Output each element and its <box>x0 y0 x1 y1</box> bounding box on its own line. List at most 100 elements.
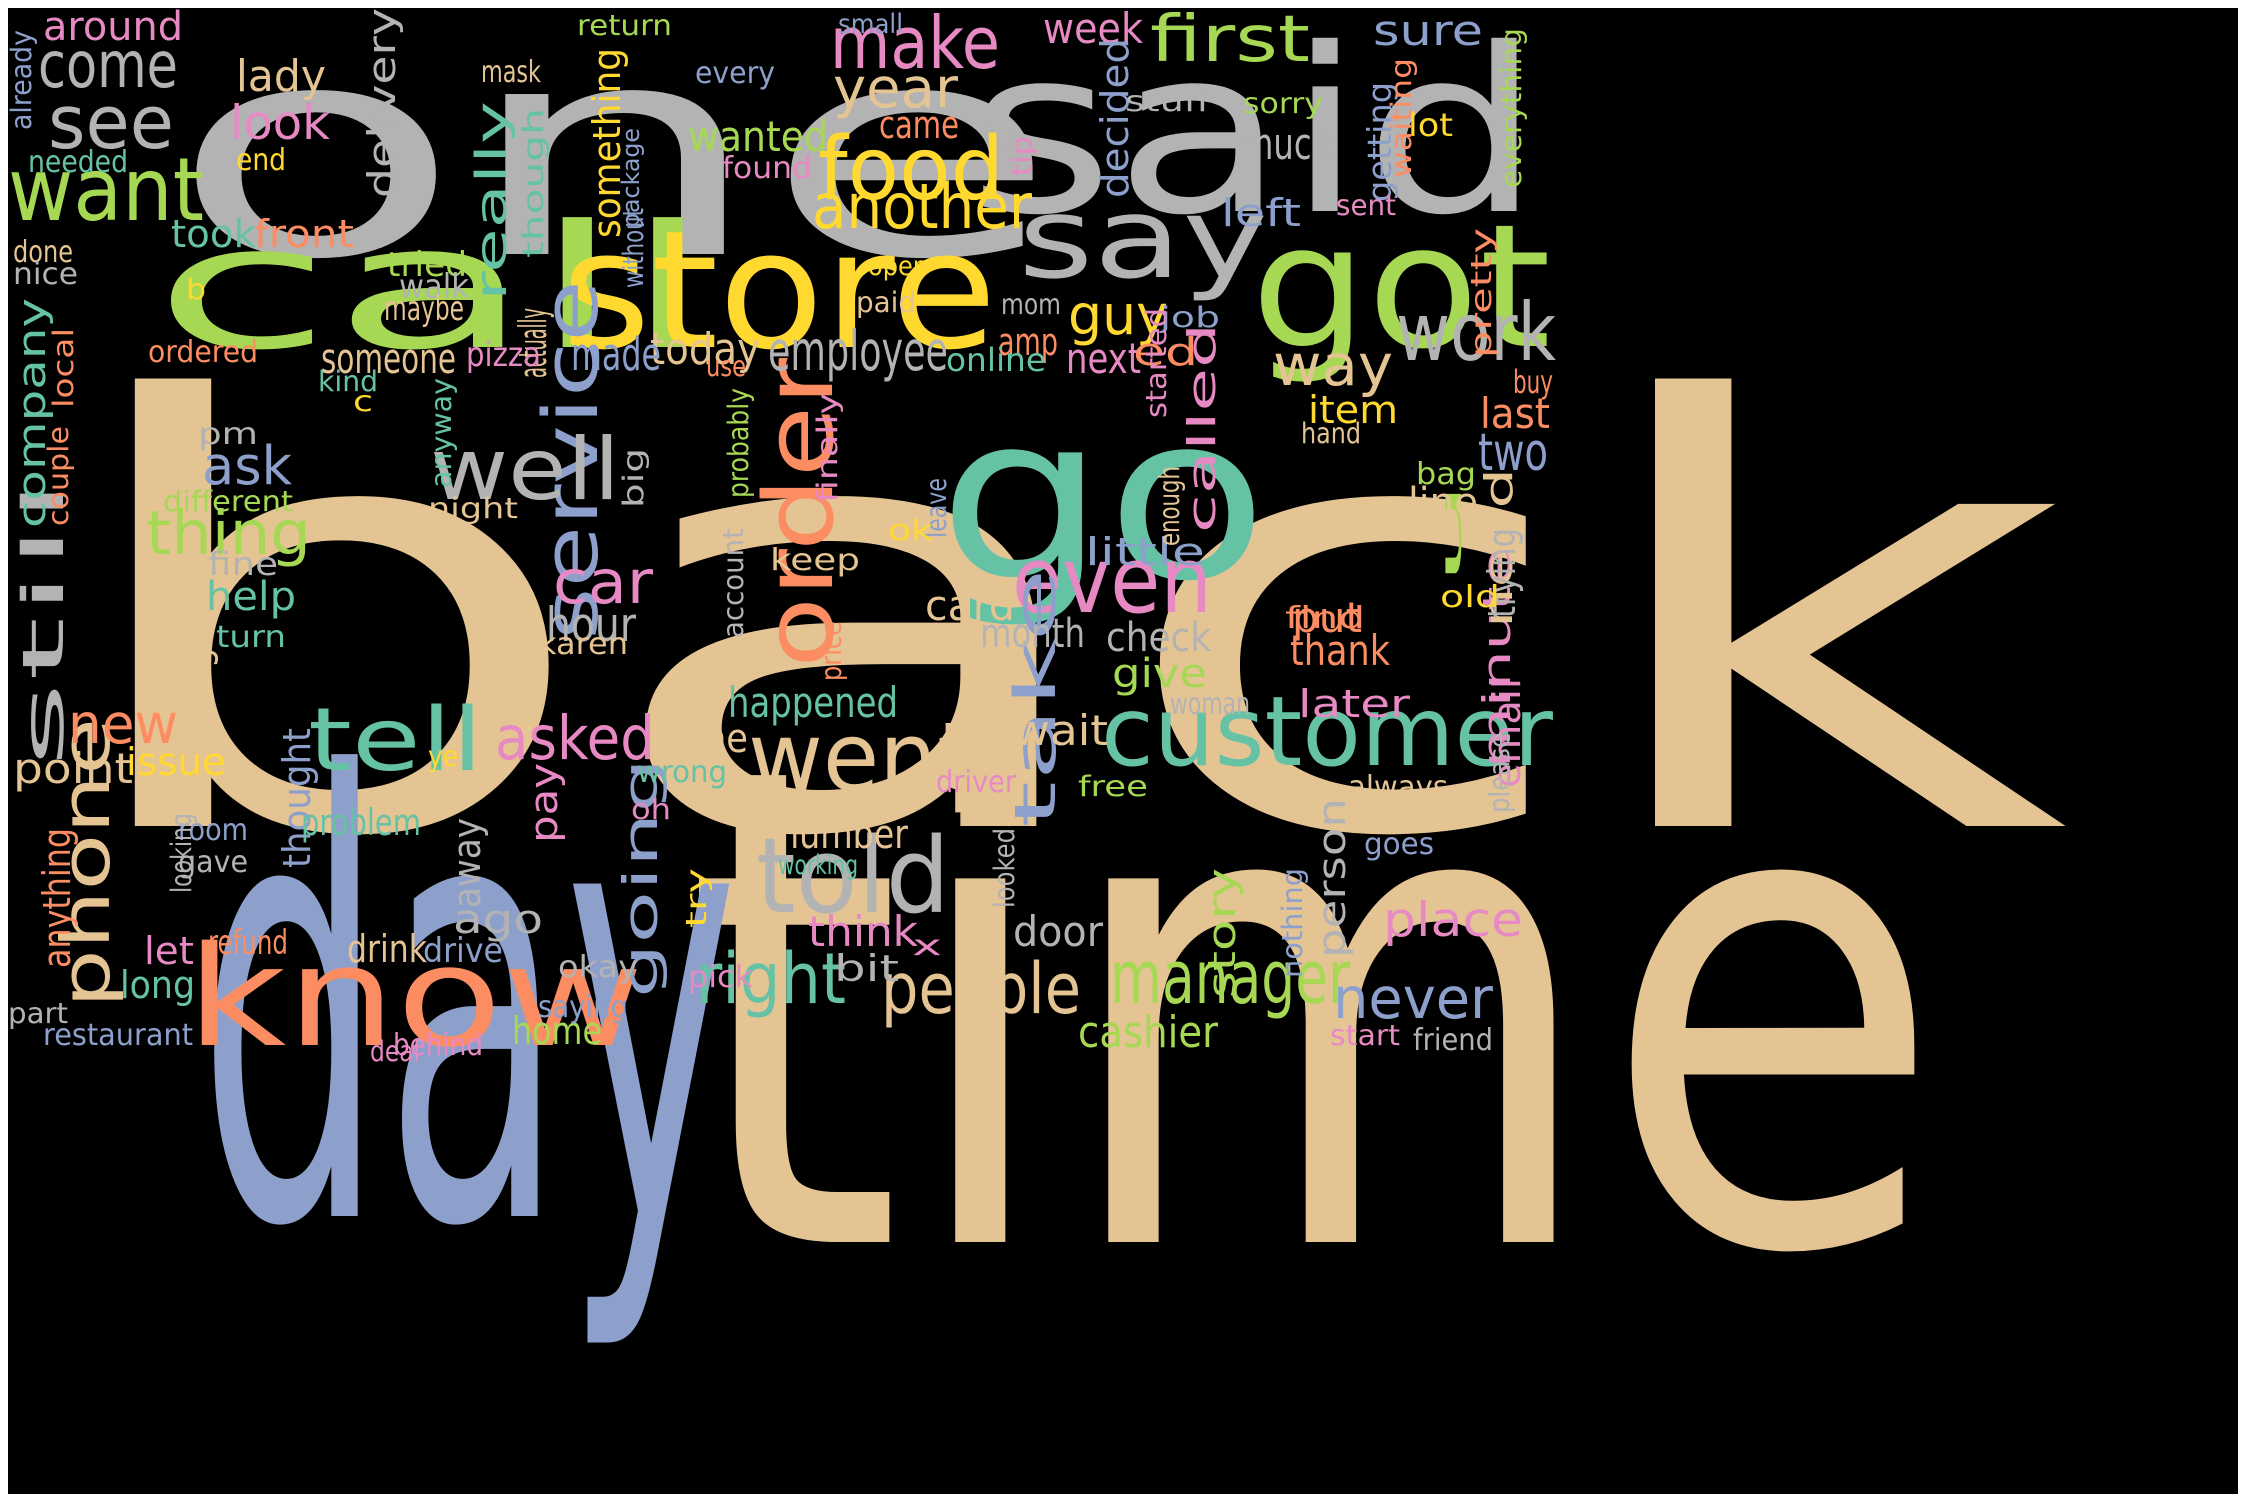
word-asked: asked <box>495 704 655 774</box>
word-goes: goes <box>1364 827 1434 862</box>
word-pizza: pizza <box>466 335 541 375</box>
word-waiting: waiting <box>1385 57 1418 178</box>
word-always: always <box>1348 770 1448 805</box>
word-lot: lot <box>1408 106 1453 144</box>
word-hand: hand <box>1301 417 1361 450</box>
word-sure: sure <box>1373 8 1483 55</box>
word-time: time <box>684 625 1944 1399</box>
word-looked: looked <box>988 828 1021 908</box>
word-front: front <box>254 212 354 256</box>
word-amp: amp <box>998 320 1058 364</box>
word-place: place <box>1383 893 1523 948</box>
word-account: account <box>717 528 750 638</box>
word-old: old <box>1440 580 1500 615</box>
word-right: right <box>696 938 846 1020</box>
word-everything: everything <box>1495 27 1528 188</box>
word-manager: manager <box>1110 935 1350 1021</box>
word-ask: ask <box>202 435 292 497</box>
word-restaurant: restaurant <box>43 1018 193 1053</box>
word-thing: thing <box>146 499 311 569</box>
word-say: say <box>1018 174 1268 304</box>
word-night: night <box>428 492 518 525</box>
word-item: item <box>1308 388 1398 432</box>
word-another: another <box>812 170 1032 243</box>
word-got: got <box>1251 188 1551 387</box>
word-maybe: maybe <box>384 289 464 329</box>
word-hour: hour <box>546 598 636 653</box>
word-see: see <box>48 80 174 166</box>
word-start: start <box>1330 1019 1400 1052</box>
word-car: car <box>553 548 653 618</box>
word-couple: couple <box>42 426 75 526</box>
word-woman: woman <box>1170 687 1250 722</box>
word-line: line <box>1408 480 1478 526</box>
word-know: know <box>186 916 644 1078</box>
word-ok: ok <box>888 514 933 547</box>
word-look: look <box>230 96 330 151</box>
word-door: door <box>1013 907 1103 956</box>
word-sent: sent <box>1336 189 1396 222</box>
word-stuff: stuff <box>1125 85 1210 118</box>
word-karen: karen <box>538 627 628 662</box>
word-working: working <box>778 850 858 881</box>
word-one: one <box>170 8 1058 324</box>
word-deal: deal <box>370 1035 420 1068</box>
word-sorry: sorry <box>1243 87 1323 120</box>
word-lady: lady <box>236 51 326 102</box>
word-go: go <box>938 365 1268 631</box>
word-made: made <box>571 328 661 381</box>
word-job: job <box>1160 301 1220 334</box>
word-okay: okay <box>558 950 638 985</box>
word-issue: issue <box>126 740 226 784</box>
word-customer: customer <box>1101 676 1553 788</box>
word-take: take <box>1003 568 1069 828</box>
word-free: free <box>1078 770 1148 803</box>
word-came: came <box>879 103 959 147</box>
word-well: well <box>430 421 620 520</box>
word-wanted: wanted <box>688 112 828 161</box>
word-really: really <box>467 101 517 301</box>
word-open: open <box>868 251 928 282</box>
word-return: return <box>577 9 672 42</box>
word-last: last <box>1480 389 1550 438</box>
word-paid: paid <box>856 286 916 319</box>
word-c: c <box>353 385 373 418</box>
word-behind: behind <box>393 1028 483 1063</box>
word-new: new <box>68 692 178 756</box>
word-call: call <box>153 189 713 388</box>
word-happened: happened <box>728 678 898 727</box>
word-oh: oh <box>631 793 671 826</box>
word-delivery: delivery <box>360 8 404 199</box>
word-check: check <box>1106 615 1211 661</box>
word-come: come <box>38 28 178 103</box>
word-want: want <box>8 139 204 241</box>
word-mask: mask <box>481 55 541 90</box>
word-b: b <box>186 273 206 306</box>
word-guy: guy <box>1068 283 1168 347</box>
word-put: put <box>1292 593 1362 642</box>
word-already: already <box>8 29 38 130</box>
word-employee: employee <box>768 319 948 383</box>
word-year: year <box>833 56 958 120</box>
word-nothing: nothing <box>1276 868 1309 978</box>
word-cloud: back one time day said call store got go know say o… <box>8 8 2238 1494</box>
word-local: local <box>47 328 80 408</box>
word-online: online <box>946 341 1046 379</box>
word-kind: kind <box>318 365 378 398</box>
word-name: name <box>648 716 748 762</box>
word-thought: thought <box>275 728 319 868</box>
word-person: person <box>1310 798 1354 958</box>
word-room: room <box>178 813 248 848</box>
word-card: card <box>925 581 1015 630</box>
word-gave: gave <box>178 845 248 880</box>
word-later: later <box>1298 682 1410 726</box>
word-decided: decided <box>1093 38 1137 199</box>
word-wait: wait <box>1013 706 1108 755</box>
word-big: big <box>617 448 650 508</box>
word-back: back <box>58 279 2068 965</box>
word-point: point <box>13 744 133 793</box>
word-much: much <box>1242 119 1332 170</box>
word-home: home <box>512 1009 602 1053</box>
word-found: found <box>722 151 812 186</box>
word-help: help <box>206 574 296 620</box>
